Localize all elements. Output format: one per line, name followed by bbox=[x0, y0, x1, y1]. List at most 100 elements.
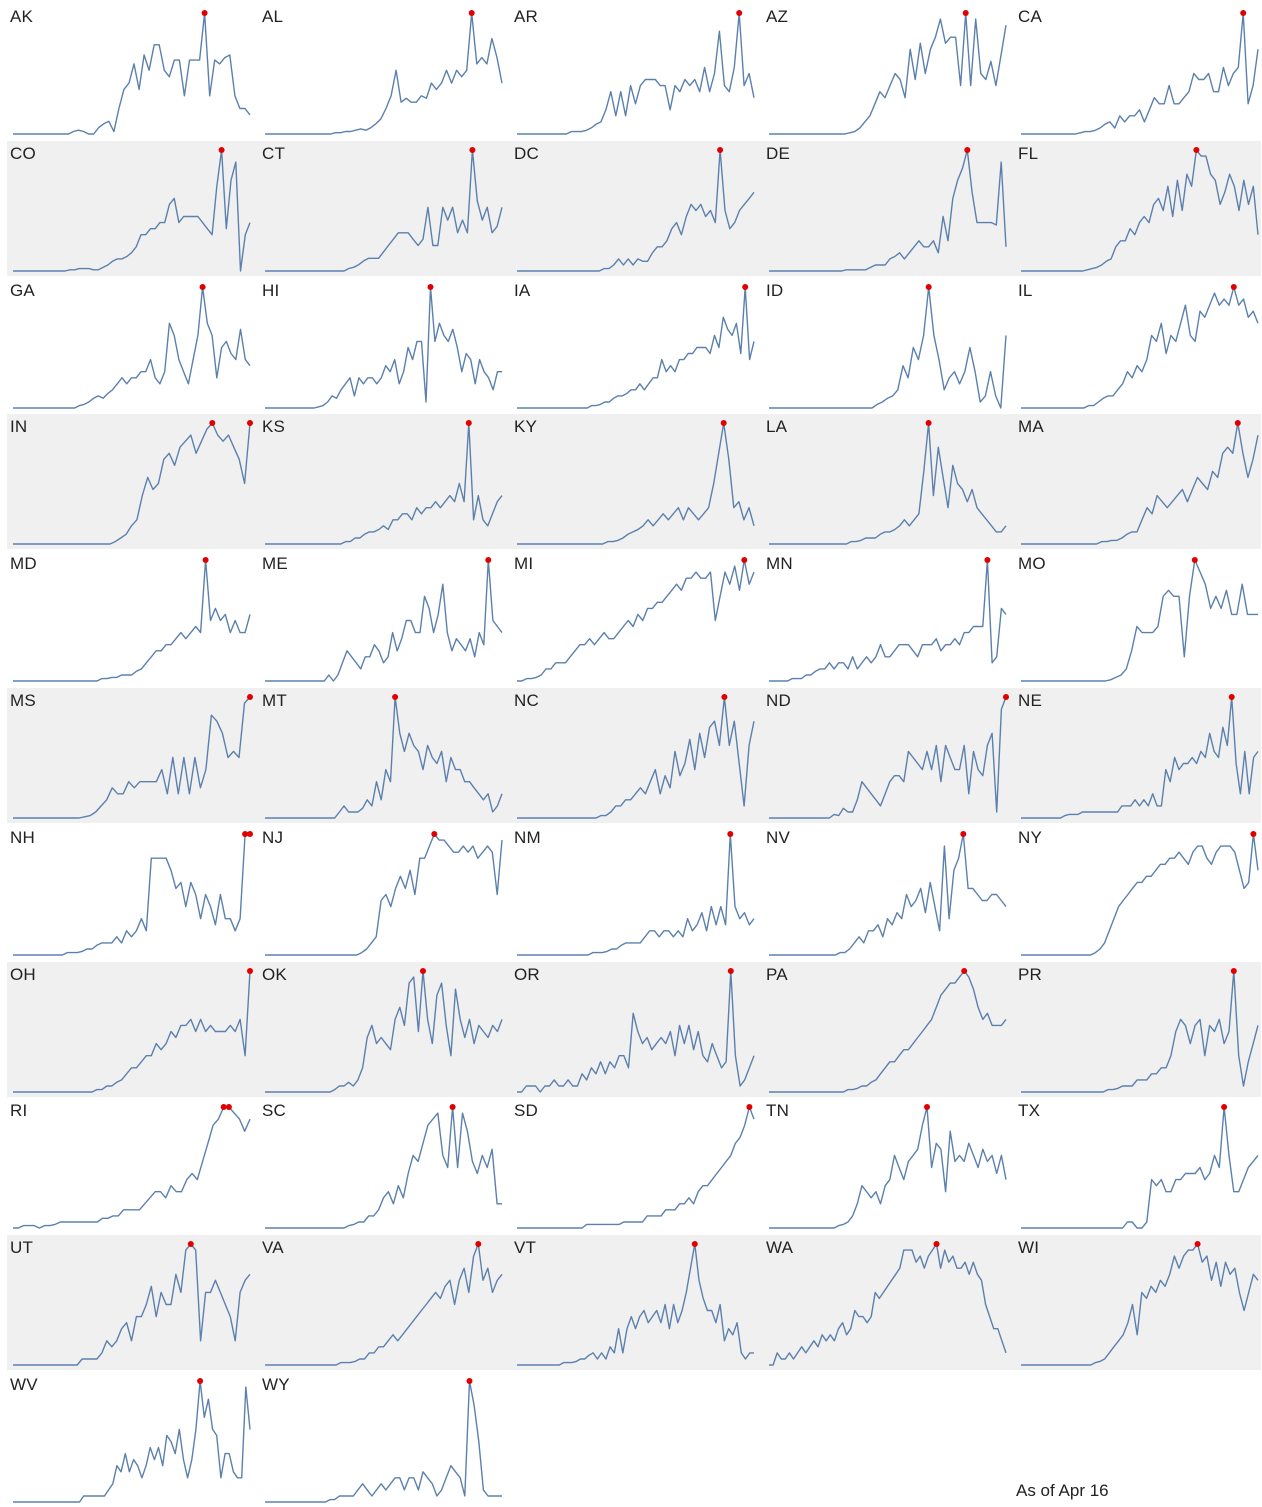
sparkline-chart bbox=[265, 1104, 502, 1230]
peak-marker bbox=[466, 1378, 473, 1384]
peak-marker bbox=[485, 557, 492, 564]
series-line bbox=[769, 1106, 1007, 1230]
state-panel-ut: UT bbox=[7, 1235, 255, 1370]
state-label: MT bbox=[262, 691, 287, 710]
series-line bbox=[517, 833, 755, 956]
sparkline-chart bbox=[769, 557, 1007, 682]
series-line bbox=[265, 422, 503, 546]
series-line bbox=[517, 559, 755, 682]
state-panel-nm: NM bbox=[511, 825, 759, 960]
state-panel-wv: WV bbox=[7, 1372, 255, 1507]
state-label: DE bbox=[766, 143, 791, 163]
row-band bbox=[7, 140, 1261, 276]
sparkline-chart bbox=[517, 557, 755, 682]
state-panel-nh: NH bbox=[7, 825, 255, 960]
sparkline-chart bbox=[1021, 10, 1259, 135]
state-panel-ri: RI bbox=[7, 1098, 255, 1233]
series-line bbox=[265, 696, 503, 819]
sparkline-chart bbox=[769, 967, 1007, 1093]
sparkline-chart bbox=[265, 830, 503, 956]
state-panel-sd: SD bbox=[511, 1098, 759, 1233]
peak-marker bbox=[247, 420, 253, 427]
sparkline-chart bbox=[1021, 1241, 1259, 1366]
state-panel-ny: NY bbox=[1015, 825, 1262, 960]
peak-marker bbox=[1003, 694, 1009, 700]
series-line bbox=[13, 422, 251, 546]
series-line bbox=[265, 1380, 502, 1503]
peak-marker bbox=[225, 1104, 232, 1111]
state-panel-wa: WA bbox=[763, 1235, 1011, 1370]
row-band bbox=[7, 414, 1261, 550]
series-line bbox=[517, 969, 755, 1093]
peak-marker bbox=[427, 283, 434, 290]
state-label: KY bbox=[514, 417, 538, 437]
peak-marker bbox=[197, 1378, 204, 1384]
sparkline-chart bbox=[265, 10, 503, 135]
state-panel-wi: WI bbox=[1015, 1235, 1262, 1370]
series-line bbox=[13, 285, 251, 409]
peak-marker bbox=[961, 967, 968, 974]
state-label: CA bbox=[1018, 7, 1043, 26]
state-label: NC bbox=[514, 691, 539, 710]
state-panel-ia: IA bbox=[511, 278, 759, 413]
peak-marker bbox=[218, 146, 225, 153]
sparkline-chart bbox=[265, 420, 503, 546]
sparkline-chart bbox=[1021, 146, 1259, 272]
state-label: AK bbox=[10, 7, 34, 26]
state-panel-ky: KY bbox=[511, 414, 759, 549]
series-line bbox=[13, 1106, 251, 1230]
sparkline-chart bbox=[517, 420, 755, 546]
sparkline-chart bbox=[1021, 967, 1259, 1093]
series-line bbox=[13, 1243, 251, 1366]
peak-marker bbox=[1230, 967, 1237, 974]
state-label: VA bbox=[262, 1238, 284, 1258]
sparkline-chart bbox=[13, 1378, 251, 1503]
state-label: SD bbox=[514, 1101, 539, 1121]
series-line bbox=[1021, 1106, 1259, 1230]
state-label: MO bbox=[1018, 554, 1046, 574]
series-line bbox=[517, 149, 755, 272]
series-line bbox=[769, 559, 1007, 682]
state-label: WI bbox=[1018, 1238, 1040, 1258]
state-panel-ks: KS bbox=[259, 414, 507, 549]
state-panel-il: IL bbox=[1015, 278, 1262, 413]
state-panel-nj: NJ bbox=[259, 825, 507, 960]
sparkline-chart bbox=[517, 830, 755, 956]
peak-marker bbox=[925, 283, 932, 290]
state-label: MI bbox=[514, 554, 534, 574]
sparkline-chart bbox=[265, 694, 503, 819]
peak-marker bbox=[727, 967, 734, 974]
state-panel-vt: VT bbox=[511, 1235, 759, 1370]
sparkline-chart bbox=[13, 283, 251, 409]
peak-marker bbox=[924, 1104, 930, 1111]
peak-marker bbox=[247, 967, 253, 974]
state-panel-in: IN bbox=[7, 414, 255, 549]
sparkline-chart bbox=[517, 10, 755, 135]
state-panel-pr: PR bbox=[1015, 962, 1262, 1097]
peak-marker bbox=[247, 694, 253, 700]
state-label: TN bbox=[766, 1101, 790, 1121]
sparkline-chart bbox=[265, 1241, 503, 1366]
series-line bbox=[1021, 696, 1259, 819]
sparkline-chart bbox=[1021, 420, 1259, 546]
peak-marker bbox=[1193, 146, 1200, 153]
series-line bbox=[517, 696, 755, 819]
peak-marker bbox=[199, 283, 206, 290]
state-label: NJ bbox=[262, 827, 284, 847]
series-line bbox=[1021, 969, 1259, 1093]
state-panel-ok: OK bbox=[259, 962, 507, 1097]
peak-marker bbox=[468, 10, 475, 16]
row-band bbox=[7, 1235, 1261, 1371]
series-line bbox=[769, 149, 1007, 272]
state-panel-ne: NE bbox=[1015, 688, 1262, 823]
state-panel-md: MD bbox=[7, 551, 255, 686]
series-line bbox=[769, 12, 1007, 135]
peak-marker bbox=[721, 694, 728, 700]
peak-marker bbox=[717, 146, 724, 153]
sparkline-chart bbox=[517, 283, 755, 409]
state-panel-tx: TX bbox=[1015, 1098, 1262, 1233]
state-label: PR bbox=[1018, 964, 1043, 984]
sparkline-chart bbox=[13, 557, 251, 682]
series-line bbox=[13, 833, 250, 956]
state-panel-mo: MO bbox=[1015, 551, 1262, 686]
